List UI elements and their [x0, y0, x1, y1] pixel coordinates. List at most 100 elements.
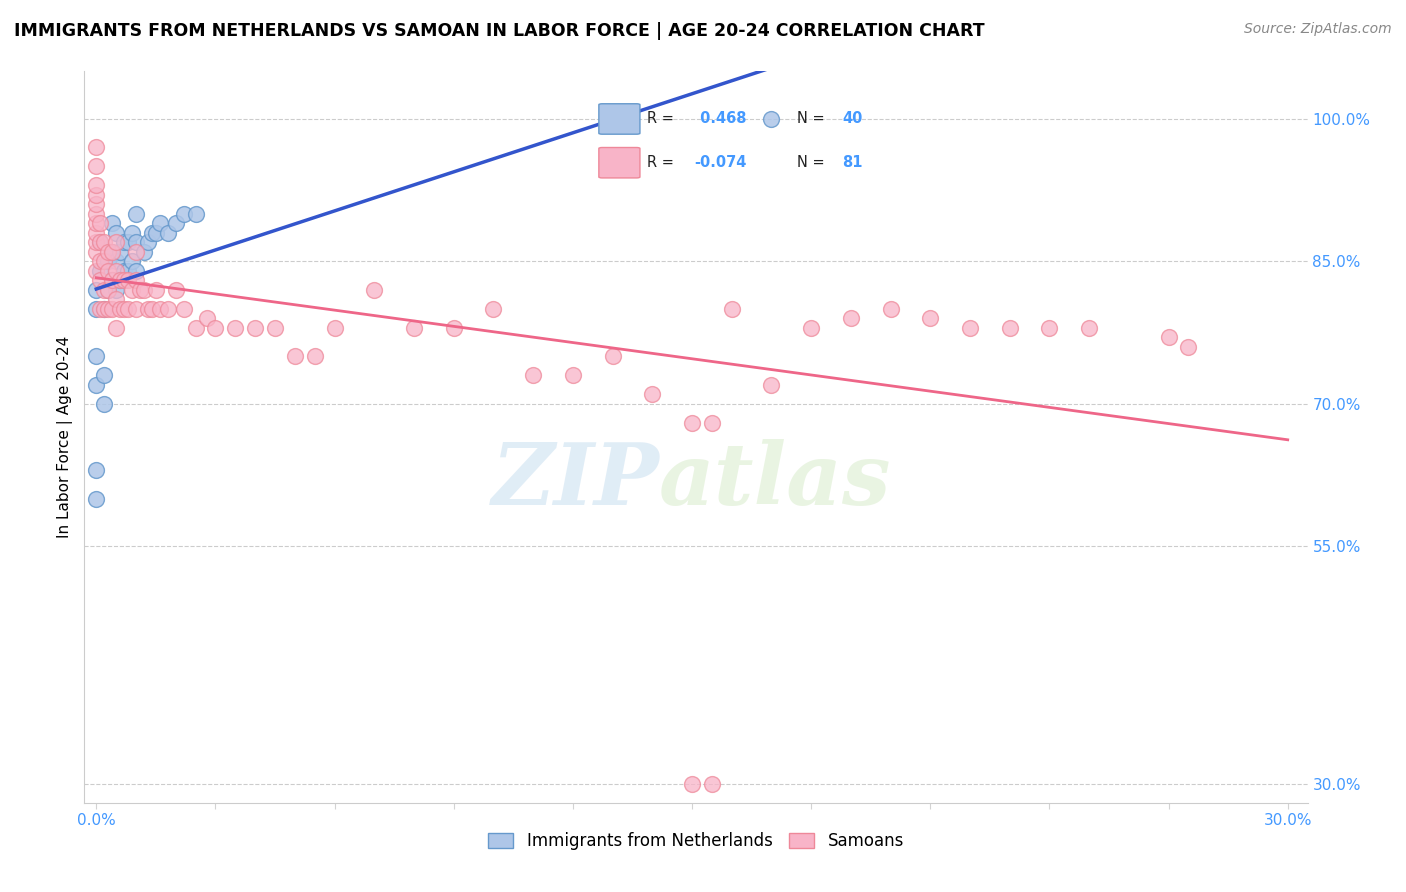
- Point: [101, 244, 124, 259]
- Point: [101, 244, 124, 259]
- Point: [141, 301, 163, 316]
- Point: [101, 216, 124, 230]
- Point: [641, 387, 664, 401]
- Point: [998, 321, 1021, 335]
- Legend: Immigrants from Netherlands, Samoans: Immigrants from Netherlands, Samoans: [481, 825, 911, 856]
- Point: [125, 244, 148, 259]
- Point: [84, 159, 107, 173]
- Point: [1038, 321, 1060, 335]
- Point: [125, 273, 148, 287]
- Point: [93, 254, 115, 268]
- Point: [561, 368, 583, 383]
- Point: [105, 235, 128, 250]
- Point: [97, 244, 120, 259]
- Point: [1177, 340, 1199, 354]
- Point: [920, 311, 942, 326]
- Point: [681, 416, 703, 430]
- Point: [112, 273, 135, 287]
- Point: [89, 254, 111, 268]
- Point: [129, 283, 152, 297]
- Point: [117, 235, 139, 250]
- Point: [84, 301, 107, 316]
- Point: [224, 321, 246, 335]
- Point: [117, 273, 139, 287]
- Point: [121, 226, 143, 240]
- Point: [304, 349, 326, 363]
- Point: [132, 244, 155, 259]
- Point: [108, 244, 131, 259]
- Point: [132, 283, 155, 297]
- Point: [84, 197, 107, 211]
- Point: [720, 301, 742, 316]
- Point: [105, 254, 128, 268]
- Point: [97, 283, 120, 297]
- Point: [145, 283, 167, 297]
- Point: [105, 264, 128, 278]
- Point: [284, 349, 307, 363]
- Point: [121, 254, 143, 268]
- Point: [101, 273, 124, 287]
- Point: [89, 216, 111, 230]
- Point: [112, 264, 135, 278]
- Point: [89, 235, 111, 250]
- Point: [121, 283, 143, 297]
- Point: [97, 264, 120, 278]
- Point: [522, 368, 544, 383]
- Point: [136, 301, 159, 316]
- Point: [1078, 321, 1101, 335]
- Point: [84, 283, 107, 297]
- Point: [839, 311, 862, 326]
- Point: [97, 254, 120, 268]
- Point: [173, 207, 195, 221]
- Point: [482, 301, 505, 316]
- Point: [108, 273, 131, 287]
- Point: [89, 301, 111, 316]
- Point: [112, 301, 135, 316]
- Point: [402, 321, 425, 335]
- Point: [84, 226, 107, 240]
- Point: [93, 397, 115, 411]
- Point: [165, 216, 187, 230]
- Point: [97, 301, 120, 316]
- Point: [84, 187, 107, 202]
- Text: atlas: atlas: [659, 439, 891, 523]
- Point: [149, 216, 172, 230]
- Point: [84, 244, 107, 259]
- Point: [879, 301, 901, 316]
- Point: [89, 235, 111, 250]
- Point: [89, 264, 111, 278]
- Point: [105, 283, 128, 297]
- Point: [84, 207, 107, 221]
- Point: [117, 264, 139, 278]
- Point: [800, 321, 823, 335]
- Point: [700, 777, 723, 791]
- Point: [184, 321, 207, 335]
- Point: [125, 264, 148, 278]
- Point: [156, 226, 179, 240]
- Point: [101, 273, 124, 287]
- Point: [84, 463, 107, 477]
- Point: [125, 301, 148, 316]
- Text: Source: ZipAtlas.com: Source: ZipAtlas.com: [1244, 22, 1392, 37]
- Point: [105, 321, 128, 335]
- Point: [125, 207, 148, 221]
- Point: [363, 283, 385, 297]
- Point: [700, 416, 723, 430]
- Point: [101, 301, 124, 316]
- Point: [93, 235, 115, 250]
- Point: [89, 273, 111, 287]
- Point: [761, 112, 783, 126]
- Point: [264, 321, 287, 335]
- Point: [602, 349, 624, 363]
- Point: [243, 321, 266, 335]
- Point: [125, 235, 148, 250]
- Point: [93, 283, 115, 297]
- Point: [84, 264, 107, 278]
- Point: [323, 321, 346, 335]
- Point: [93, 301, 115, 316]
- Point: [173, 301, 195, 316]
- Point: [443, 321, 465, 335]
- Point: [204, 321, 226, 335]
- Point: [84, 235, 107, 250]
- Point: [84, 140, 107, 154]
